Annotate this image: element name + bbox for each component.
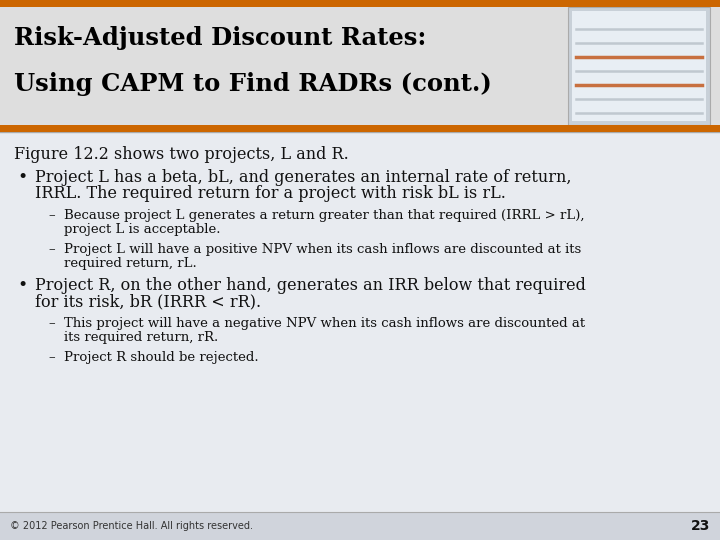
Bar (0, 125, 720, 132)
Text: required return, rL.: required return, rL. (64, 256, 197, 269)
Text: 23: 23 (690, 519, 710, 533)
Text: •: • (17, 170, 27, 186)
Text: Using CAPM to Find RADRs (cont.): Using CAPM to Find RADRs (cont.) (14, 72, 492, 96)
Text: © 2012 Pearson Prentice Hall. All rights reserved.: © 2012 Pearson Prentice Hall. All rights… (10, 521, 253, 531)
Text: Project L has a beta, bL, and generates an internal rate of return,: Project L has a beta, bL, and generates … (35, 170, 572, 186)
Text: IRRL. The required return for a project with risk bL is rL.: IRRL. The required return for a project … (35, 185, 506, 202)
Text: Project L will have a positive NPV when its cash inflows are discounted at its: Project L will have a positive NPV when … (64, 244, 581, 256)
Bar (568, 7, 710, 125)
Bar (0, 512, 720, 540)
Bar (572, 11, 706, 121)
Text: –: – (49, 210, 55, 222)
Text: Risk-Adjusted Discount Rates:: Risk-Adjusted Discount Rates: (14, 26, 426, 50)
Text: Project R, on the other hand, generates an IRR below that required: Project R, on the other hand, generates … (35, 278, 586, 294)
Text: Because project L generates a return greater than that required (IRRL > rL),: Because project L generates a return gre… (64, 210, 585, 222)
Text: –: – (49, 318, 55, 330)
Bar (0, 0, 720, 7)
Text: project L is acceptable.: project L is acceptable. (64, 222, 220, 235)
Bar (0, 132, 720, 512)
Bar (0, 7, 720, 130)
Text: –: – (49, 352, 55, 365)
Text: for its risk, bR (IRRR < rR).: for its risk, bR (IRRR < rR). (35, 293, 261, 310)
Text: This project will have a negative NPV when its cash inflows are discounted at: This project will have a negative NPV wh… (64, 318, 585, 330)
Text: –: – (49, 244, 55, 256)
Text: •: • (17, 278, 27, 294)
Text: its required return, rR.: its required return, rR. (64, 330, 218, 343)
Text: Project R should be rejected.: Project R should be rejected. (64, 352, 258, 365)
Text: Figure 12.2 shows two projects, L and R.: Figure 12.2 shows two projects, L and R. (14, 146, 348, 163)
